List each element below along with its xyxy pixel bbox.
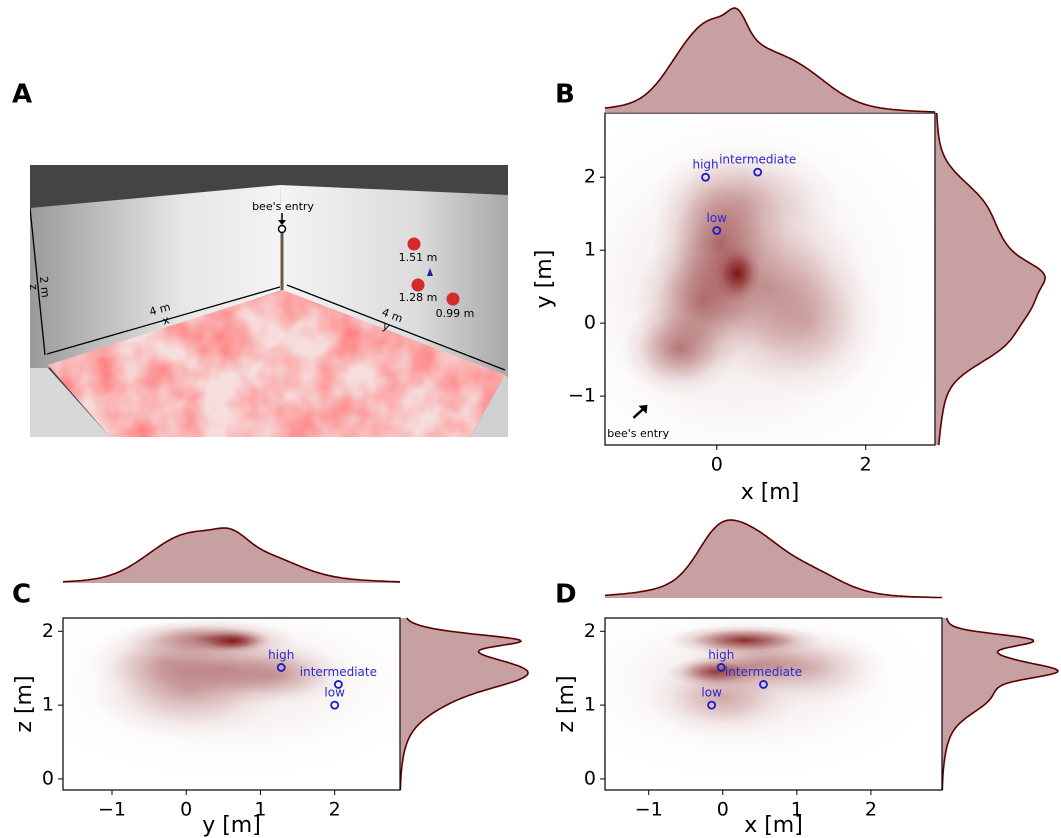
y-tick-label: 1 xyxy=(42,694,54,716)
flower-label: low xyxy=(701,686,722,700)
y-tick-label: 0 xyxy=(584,767,596,789)
marginal-fill xyxy=(935,113,1045,445)
scene-label: 2 m xyxy=(37,276,52,298)
flower-label: low xyxy=(706,211,727,225)
scene-label: 1.28 m xyxy=(399,291,438,304)
marginal-fill xyxy=(942,618,1058,790)
y-axis-label: z [m] xyxy=(12,675,37,732)
flower-marker xyxy=(330,700,340,710)
y-axis-label: y [m] xyxy=(532,250,557,309)
side-floor xyxy=(470,375,508,437)
flower-marker xyxy=(707,700,717,710)
y-tick-label: 2 xyxy=(42,620,54,642)
x-tick-label: −1 xyxy=(98,799,126,821)
x-tick-label: 2 xyxy=(860,454,872,476)
density-map xyxy=(63,618,400,779)
marginal-line xyxy=(941,617,1059,791)
x-axis-label: x [m] xyxy=(741,480,800,505)
flower-marker xyxy=(276,663,286,672)
bee xyxy=(427,268,433,276)
y-tick-label: 1 xyxy=(584,694,596,716)
flower xyxy=(411,278,425,292)
scene-label: bee's entry xyxy=(252,200,314,213)
flower-label: intermediate xyxy=(719,153,796,167)
x-tick-label: 2 xyxy=(329,799,341,821)
density-blob xyxy=(605,618,938,779)
flower-marker xyxy=(333,680,343,689)
marginal-line xyxy=(399,617,529,790)
marginal-line xyxy=(62,527,400,583)
x-tick-label: 0 xyxy=(717,799,729,821)
y-tick-label: 0 xyxy=(584,312,596,334)
scene-label: y xyxy=(381,319,392,334)
x-tick-label: 1 xyxy=(254,799,266,821)
marginal-fill xyxy=(605,520,942,598)
flower-label: intermediate xyxy=(725,665,802,679)
scene-label: 1.51 m xyxy=(399,251,438,264)
marginal-line xyxy=(936,112,1046,446)
y-tick-label: 2 xyxy=(584,166,596,188)
flower-label: high xyxy=(268,648,294,662)
y-axis-label: z [m] xyxy=(554,675,579,732)
flower-marker xyxy=(701,172,710,182)
panel-label: C xyxy=(12,580,31,610)
flower-marker xyxy=(759,680,768,689)
flower-label: high xyxy=(692,158,718,172)
flower-marker xyxy=(753,167,763,177)
entry xyxy=(277,224,287,234)
y-tick-label: 0 xyxy=(42,767,54,789)
marginal-fill xyxy=(63,528,400,583)
scene-label: x xyxy=(161,313,171,327)
x-tick-label: 1 xyxy=(791,799,803,821)
side-floor xyxy=(30,368,110,437)
right-wall xyxy=(280,185,508,378)
left-wall xyxy=(30,185,282,368)
panel-label: D xyxy=(555,580,577,610)
flower-marker xyxy=(712,226,722,235)
flower-label: intermediate xyxy=(300,665,377,679)
scene: bee's entry 1.51 m 1.28 m 0.99 m 4 m x 4… xyxy=(27,165,508,437)
marginal-fill xyxy=(400,618,528,790)
flower-label: high xyxy=(708,648,734,662)
y-tick-label: 1 xyxy=(584,239,596,261)
arrow-head xyxy=(278,220,286,225)
density-map xyxy=(605,113,935,445)
flower-label: low xyxy=(324,686,345,700)
density-map xyxy=(605,618,938,779)
x-axis-label: x [m] xyxy=(744,813,803,838)
x-axis-label: y [m] xyxy=(202,813,261,838)
panel-label: B xyxy=(555,80,575,110)
scene-label: z xyxy=(27,283,41,290)
marginal-line xyxy=(604,519,942,599)
x-tick-label: −1 xyxy=(635,799,663,821)
flower xyxy=(407,237,421,251)
y-tick-label: 2 xyxy=(584,620,596,642)
scene-label: 4 m xyxy=(148,300,172,318)
density-blob xyxy=(605,113,935,445)
x-tick-label: 2 xyxy=(865,799,877,821)
flower xyxy=(446,292,460,306)
scene-label: 0.99 m xyxy=(436,307,475,320)
x-tick-label: 0 xyxy=(711,454,723,476)
flower-marker xyxy=(716,663,726,672)
marginal-line xyxy=(604,7,935,113)
y-tick-label: −1 xyxy=(568,385,596,407)
annotation: bee's entry xyxy=(607,427,669,440)
annotation-arrow-head xyxy=(638,404,648,414)
x-tick-label: 0 xyxy=(180,799,192,821)
dimension-lines xyxy=(30,207,506,371)
marginal-fill xyxy=(605,8,935,113)
floor-texture xyxy=(48,290,505,437)
density-blob xyxy=(63,618,400,779)
panel-label: A xyxy=(12,80,32,110)
